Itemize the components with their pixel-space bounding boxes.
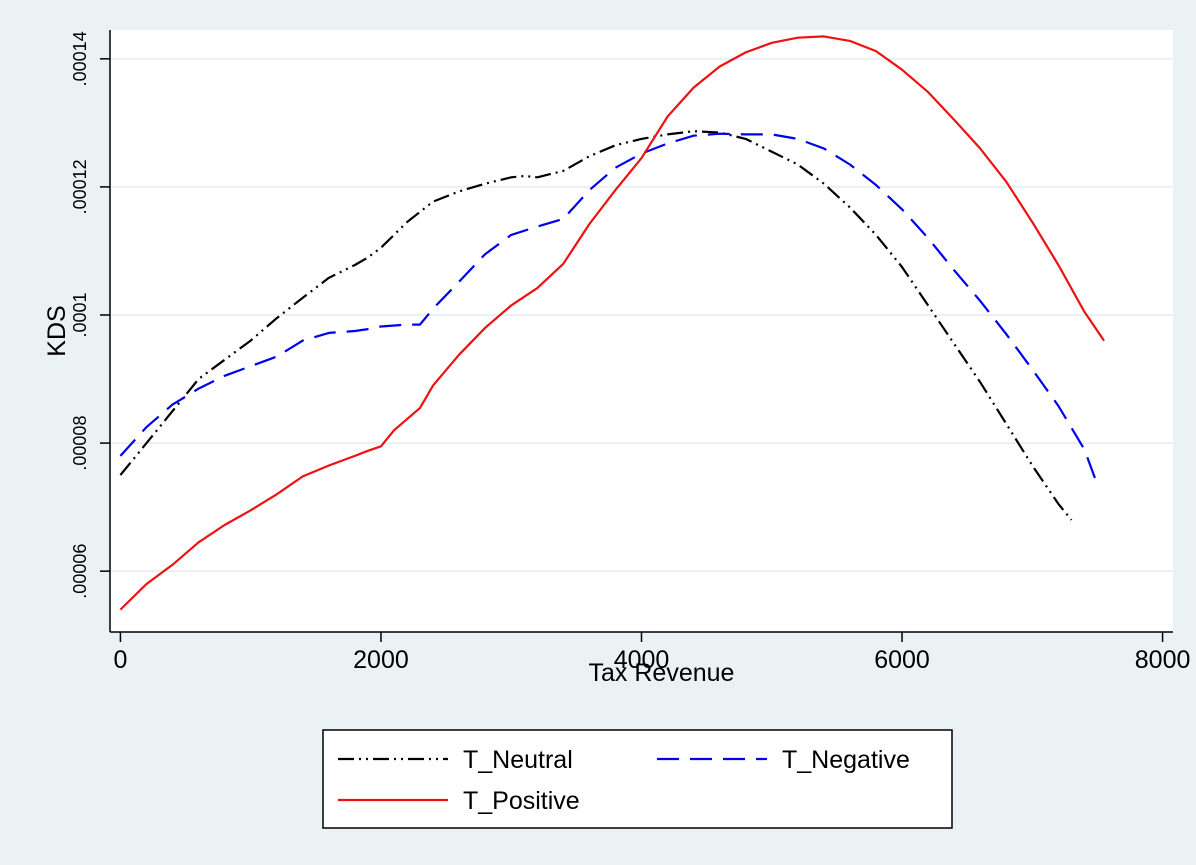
y-tick-label: .00006 xyxy=(70,544,90,599)
y-tick-label: .0001 xyxy=(70,292,90,337)
series-line-t-positive xyxy=(119,35,1105,611)
y-axis-title: KDS xyxy=(43,305,71,356)
series-line-t-neutral xyxy=(119,130,1073,521)
axes: 0 2000 4000 6000 8000 .00006 .00008 .0001 .00012… xyxy=(70,30,1190,674)
legend-item: T_Neutral xyxy=(338,746,573,774)
legend-label: T_Neutral xyxy=(463,746,573,774)
legend-label: T_Negative xyxy=(782,746,910,774)
legend-label: T_Positive xyxy=(463,787,580,815)
legend-item: T_Positive xyxy=(338,787,580,815)
series-lines xyxy=(119,35,1105,611)
plot-area xyxy=(110,30,1173,632)
x-tick-label: 2000 xyxy=(353,646,409,674)
x-axis-title: Tax Revenue xyxy=(589,659,735,687)
y-tick-label: .00014 xyxy=(70,31,90,86)
x-tick-label: 4000 xyxy=(614,646,670,674)
x-tick-label: 6000 xyxy=(874,646,930,674)
legend-box xyxy=(322,729,953,829)
y-tick-label: .00012 xyxy=(70,159,90,214)
gridlines xyxy=(110,58,1173,572)
legend-item: T_Negative xyxy=(657,746,910,774)
x-tick-label: 8000 xyxy=(1135,646,1191,674)
series-line-t-negative xyxy=(119,132,1099,486)
y-tick-label: .00008 xyxy=(70,416,90,471)
x-tick-label: 0 xyxy=(113,646,127,674)
legend: T_Neutral T_Negative T_Positive xyxy=(322,729,953,829)
